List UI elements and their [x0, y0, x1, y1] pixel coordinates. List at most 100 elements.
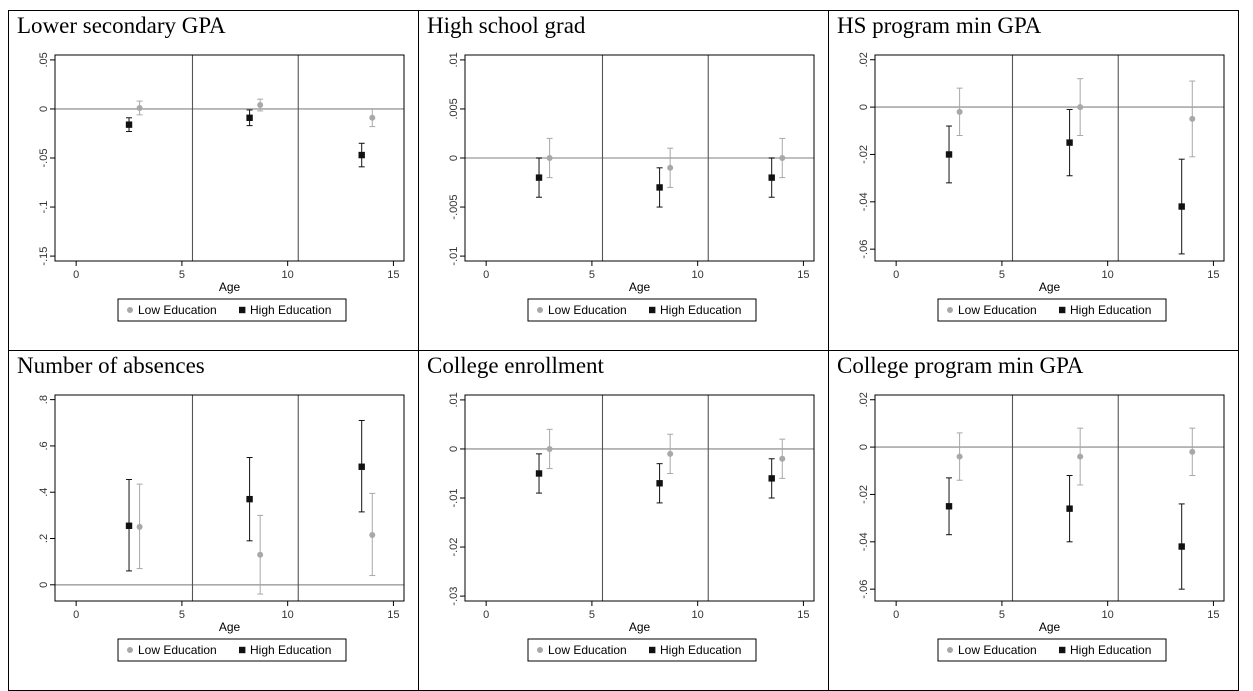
legend-label-low: Low Education — [138, 303, 217, 317]
legend: Low Education High Education — [527, 638, 757, 662]
y-tick-label: .2 — [38, 534, 50, 543]
y-tick-label: 0 — [448, 155, 460, 161]
high-education-point — [125, 478, 133, 572]
plot-frame — [874, 54, 1225, 262]
legend-marker-high — [239, 306, 246, 314]
legend-marker-high — [649, 306, 656, 314]
high-education-point — [1178, 158, 1185, 255]
chart-title: College program min GPA — [837, 353, 1084, 378]
legend-marker-high — [1059, 306, 1066, 314]
legend-label-low: Low Education — [548, 643, 627, 657]
x-tick-label: 5 — [589, 609, 595, 621]
low-education-point — [956, 432, 963, 481]
y-tick-label: -.02 — [858, 145, 870, 164]
x-tick-label: 15 — [387, 609, 399, 621]
high-education-point — [656, 463, 663, 504]
low-education-point — [369, 108, 376, 128]
y-tick-label: -.01 — [448, 247, 460, 266]
high-education-point — [125, 117, 133, 133]
y-tick-label: -.1 — [38, 201, 50, 214]
high-education-point — [768, 157, 775, 198]
x-tick-label: 15 — [797, 609, 809, 621]
legend-marker-low — [537, 307, 543, 313]
y-tick-label: -.15 — [38, 247, 50, 266]
legend-marker-low — [537, 647, 543, 653]
x-axis-label: Age — [1039, 620, 1061, 634]
chart-panel: HS program min GPA .02 0 -.02 -.04 -.06 0 5 10 15… — [829, 11, 1239, 351]
high-education-point — [1178, 503, 1185, 590]
legend: Low Education High Education — [117, 638, 347, 662]
x-tick-label: 15 — [1207, 269, 1219, 281]
legend-label-high: High Education — [660, 303, 741, 317]
y-tick-label: 0 — [448, 446, 460, 452]
y-tick-label: .005 — [448, 98, 460, 119]
plot-frame — [54, 394, 405, 602]
x-tick-label: 5 — [179, 609, 185, 621]
legend: Low Education High Education — [117, 298, 347, 322]
legend-marker-low — [947, 307, 953, 313]
x-axis-label: Age — [219, 280, 241, 294]
x-tick-label: 5 — [999, 269, 1005, 281]
legend-marker-high — [1059, 646, 1066, 654]
y-tick-label: -.04 — [858, 192, 870, 211]
high-education-point — [656, 167, 663, 208]
y-tick-label: -.04 — [858, 532, 870, 551]
x-tick-label: 10 — [692, 609, 704, 621]
y-tick-label: .01 — [448, 52, 460, 67]
x-axis-label: Age — [219, 620, 241, 634]
y-tick-label: .6 — [38, 441, 50, 450]
legend-label-high: High Education — [250, 303, 331, 317]
low-education-point — [779, 438, 786, 479]
low-education-point — [257, 98, 264, 112]
x-tick-label: 10 — [1102, 269, 1114, 281]
legend-marker-low — [127, 647, 133, 653]
high-education-point — [1066, 108, 1073, 177]
low-education-point — [667, 433, 674, 474]
x-tick-label: 5 — [999, 609, 1005, 621]
x-tick-label: 15 — [387, 269, 399, 281]
low-education-point — [136, 100, 143, 116]
legend: Low Education High Education — [937, 638, 1167, 662]
y-tick-label: -.05 — [38, 149, 50, 168]
legend-label-low: Low Education — [958, 303, 1037, 317]
high-education-point — [768, 458, 775, 499]
x-tick-label: 5 — [589, 269, 595, 281]
x-axis-label: Age — [629, 280, 651, 294]
x-tick-label: 10 — [282, 269, 294, 281]
x-tick-label: 10 — [1102, 609, 1114, 621]
y-tick-label: -.02 — [858, 485, 870, 504]
x-axis-label: Age — [629, 620, 651, 634]
chart-panel: College enrollment .01 0 -.01 -.02 -.03 0 5 10 15… — [419, 351, 829, 691]
low-education-point — [1189, 427, 1196, 477]
legend-marker-high — [649, 646, 656, 654]
y-tick-label: -.02 — [448, 538, 460, 557]
legend-label-high: High Education — [660, 643, 741, 657]
x-tick-label: 0 — [73, 269, 79, 281]
chart-title: High school grad — [427, 13, 586, 38]
chart-panel: Number of absences .8.6.4.2 0 0 5 10 15 Age Low … — [9, 351, 419, 691]
low-education-point — [1077, 78, 1084, 137]
low-education-point — [546, 137, 553, 179]
plot-frame — [464, 394, 815, 602]
low-education-point — [546, 428, 553, 470]
y-tick-label: -.03 — [448, 587, 460, 606]
low-education-point — [136, 483, 143, 570]
low-education-point — [956, 87, 963, 137]
y-tick-label: .05 — [38, 52, 50, 67]
chart-panel: Lower secondary GPA .05 0 -.05 -.1 -.15 0 5 10 15… — [9, 11, 419, 351]
legend-label-low: Low Education — [138, 643, 217, 657]
figure-grid: Lower secondary GPA .05 0 -.05 -.1 -.15 0 5 10 15… — [8, 10, 1239, 691]
y-tick-label: -.06 — [858, 580, 870, 599]
x-tick-label: 15 — [797, 269, 809, 281]
y-tick-label: -.005 — [448, 195, 460, 220]
chart-title: Lower secondary GPA — [17, 13, 226, 38]
low-education-point — [369, 492, 376, 577]
high-education-point — [535, 157, 543, 198]
legend-marker-high — [239, 646, 246, 654]
x-tick-label: 15 — [1207, 609, 1219, 621]
chart-panel: High school grad .01 .005 0 -.005 -.01 0 5 10 15 A… — [419, 11, 829, 351]
x-tick-label: 0 — [483, 269, 489, 281]
